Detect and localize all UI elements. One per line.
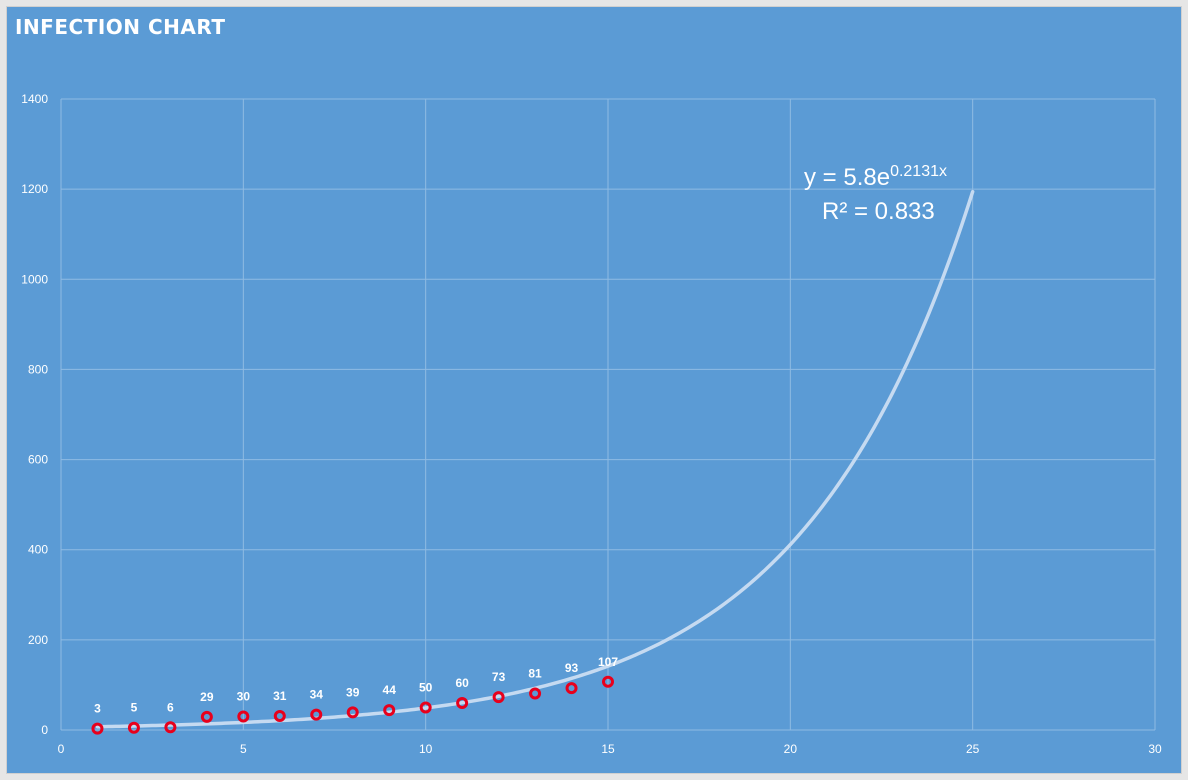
y-tick-label: 200 (28, 633, 48, 647)
x-tick-label: 30 (1148, 742, 1162, 756)
x-tick-label: 25 (966, 742, 980, 756)
data-label: 29 (200, 690, 214, 704)
data-point (346, 706, 359, 719)
data-label: 6 (167, 700, 174, 714)
y-tick-label: 1400 (21, 92, 48, 106)
data-label: 5 (131, 701, 138, 715)
data-label: 50 (419, 680, 433, 694)
data-label: 34 (310, 688, 324, 702)
trendline-equation-exponent: 0.2131x (890, 163, 947, 180)
y-tick-label: 800 (28, 362, 48, 376)
data-point (565, 682, 578, 695)
x-tick-label: 5 (240, 742, 247, 756)
trendline-equation: y = 5.8e0.2131x (804, 163, 947, 191)
data-point (456, 696, 469, 709)
data-label: 30 (237, 689, 251, 703)
data-label: 44 (383, 683, 397, 697)
data-point (419, 701, 432, 714)
data-point (529, 687, 542, 700)
y-tick-label: 1000 (21, 272, 48, 286)
chart-area: INFECTION CHART 0 200 400 600 800 1000 1200 140… (6, 6, 1182, 774)
x-tick-label: 0 (58, 742, 65, 756)
gridlines (60, 98, 1156, 731)
data-label: 93 (565, 661, 579, 675)
data-point (237, 710, 250, 723)
y-tick-label: 0 (41, 723, 48, 737)
chart-title: INFECTION CHART (15, 15, 226, 39)
trendline-equation-base: y = 5.8e (804, 164, 890, 191)
data-point (127, 721, 140, 734)
data-point (164, 721, 177, 734)
data-label: 81 (528, 666, 542, 680)
data-point (383, 704, 396, 717)
x-tick-label: 10 (419, 742, 433, 756)
data-label: 31 (273, 689, 287, 703)
x-tick-label: 20 (784, 742, 798, 756)
data-point (273, 710, 286, 723)
data-label: 39 (346, 685, 360, 699)
data-label: 107 (598, 655, 618, 669)
data-point (91, 722, 104, 735)
x-tick-label: 15 (601, 742, 615, 756)
y-tick-label: 400 (28, 543, 48, 557)
y-tick-label: 1200 (21, 182, 48, 196)
data-point (200, 710, 213, 723)
data-point (492, 691, 505, 704)
data-label: 3 (94, 702, 101, 716)
data-label: 73 (492, 670, 506, 684)
markers-layer (91, 675, 614, 735)
data-point (602, 675, 614, 688)
y-tick-label: 600 (28, 453, 48, 467)
data-label: 60 (455, 676, 469, 690)
trendline-r-squared: R² = 0.833 (822, 198, 935, 225)
data-point (310, 708, 323, 721)
